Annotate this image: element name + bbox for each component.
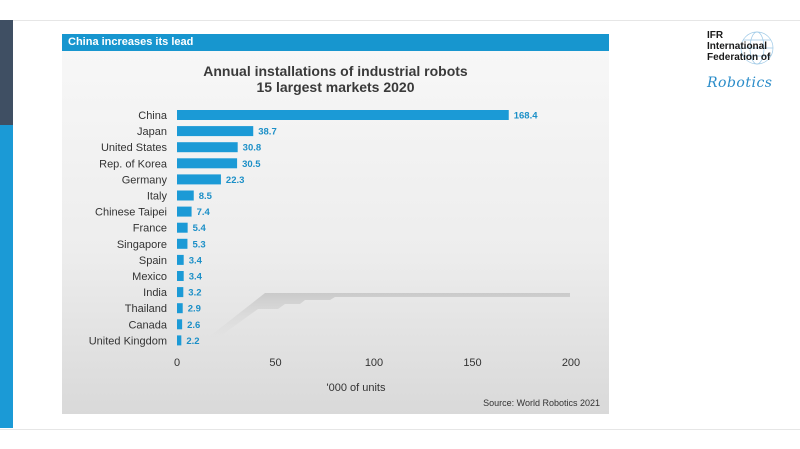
value-label: 22.3 [226,175,245,186]
category-label: Germany [122,174,168,186]
value-label: 168.4 [514,111,538,122]
value-label: 3.4 [189,272,203,283]
globe-icon [740,31,774,65]
x-tick-label: 50 [269,357,281,369]
bar [177,238,188,249]
category-label: Italy [147,191,168,203]
left-accent-bar-dark [0,20,13,125]
logo-script: Robotics [707,75,773,91]
category-label: Canada [128,319,167,331]
category-label: Rep. of Korea [99,158,168,170]
x-tick-label: 0 [174,357,180,369]
value-label: 2.2 [186,336,199,347]
ifr-logo: IFR International Federation of Robotics [707,30,787,100]
bar [177,142,238,153]
logo-line: International [707,41,768,52]
decorative-shadow [205,293,570,340]
slide-header: China increases its lead [62,34,609,51]
bar [177,206,192,217]
chart-subtitle: 15 largest markets 2020 [256,79,415,95]
chart-title-block: Annual installations of industrial robot… [62,63,609,95]
category-label: India [143,287,168,299]
value-label: 2.6 [187,320,200,331]
bar [177,303,183,314]
bar [177,190,194,201]
category-label: Singapore [117,239,167,251]
chart-source: Source: World Robotics 2021 [483,398,600,408]
bar [177,319,183,330]
value-label: 5.3 [192,239,205,250]
bar [177,335,182,346]
x-tick-label: 150 [463,357,481,369]
category-label: Spain [139,255,167,267]
logo-text: IFR International Federation of [707,30,770,63]
value-label: 30.5 [242,159,261,170]
bar [177,271,184,281]
category-label: Mexico [132,271,167,283]
category-label: United Kingdom [89,335,167,347]
category-label: China [138,110,168,122]
logo-line: Federation of [707,52,771,63]
bar [177,254,184,265]
category-label: Japan [137,126,167,138]
value-label: 30.8 [243,143,262,154]
value-label: 3.4 [189,255,203,266]
value-label: 7.4 [197,207,211,218]
bar [177,158,238,169]
bar [177,287,184,298]
category-label: Thailand [125,303,167,315]
bar [177,222,188,233]
x-axis-title: '000 of units [327,382,386,394]
category-label: France [133,223,167,235]
x-tick-label: 100 [365,357,383,369]
chart-title: Annual installations of industrial robot… [203,63,468,79]
x-tick-label: 200 [562,357,580,369]
left-accent-bar-blue [0,125,13,428]
bar [177,126,254,137]
bar [177,174,221,185]
bar [177,110,509,120]
category-label: United States [101,142,168,154]
value-label: 5.4 [193,223,207,234]
value-label: 8.5 [199,191,213,202]
value-label: 2.9 [188,304,201,315]
value-label: 3.2 [188,288,201,299]
value-label: 38.7 [258,127,277,138]
category-label: Chinese Taipei [95,207,167,219]
logo-line: IFR [707,30,724,41]
